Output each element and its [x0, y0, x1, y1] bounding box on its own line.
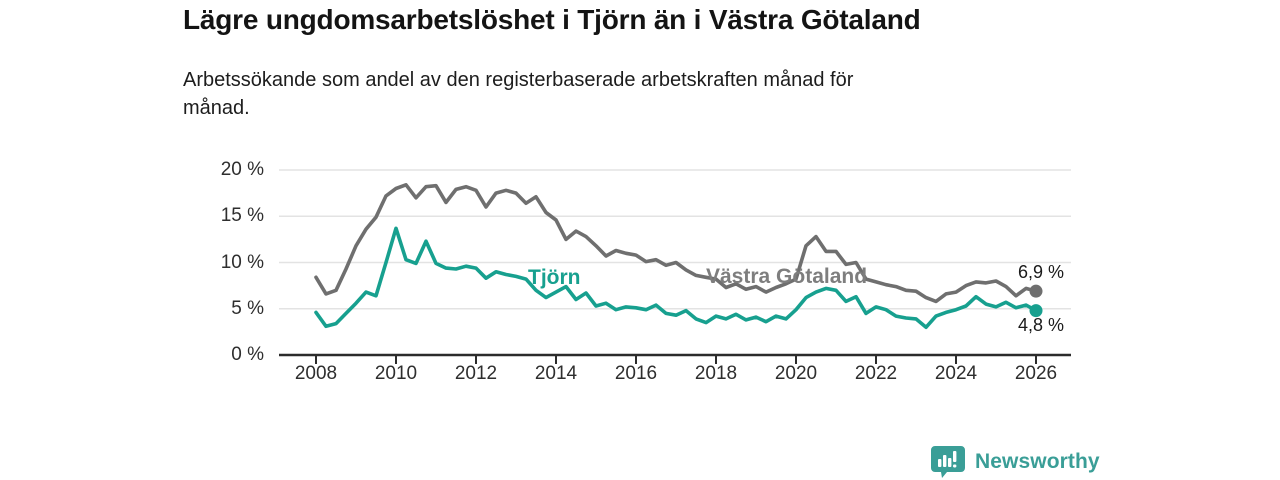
x-axis-tick-label: 2026: [1014, 363, 1058, 384]
x-axis-tick-label: 2024: [934, 363, 978, 384]
end-value-label-vastra-gotaland: 6,9 %: [1017, 262, 1064, 282]
x-axis-tick-label: 2016: [614, 363, 658, 384]
y-axis-tick-label: 15 %: [220, 205, 264, 226]
y-axis-tick-label: 10 %: [220, 252, 264, 273]
series-label-tjorn: Tjörn: [528, 266, 581, 289]
x-axis-tick-label: 2014: [534, 363, 578, 384]
brand-name: Newsworthy: [975, 450, 1100, 473]
chart-subtitle: Arbetssökande som andel av den registerb…: [183, 69, 854, 120]
end-value-label-tjorn: 4,8 %: [1017, 315, 1064, 335]
x-axis-tick-label: 2022: [854, 363, 898, 384]
y-axis-tick-label: 5 %: [231, 298, 264, 319]
y-axis-tick-label: 20 %: [220, 159, 264, 180]
x-axis-tick-label: 2012: [454, 363, 498, 384]
series-label-vastra-gotaland: Västra Götaland: [706, 265, 868, 288]
y-axis-tick-label: 0 %: [231, 344, 264, 365]
newsworthy-logo: Newsworthy: [930, 445, 1100, 479]
x-axis-tick-label: 2020: [774, 363, 818, 384]
x-axis-tick-label: 2008: [294, 363, 338, 384]
chart-title: Lägre ungdomsarbetslöshet i Tjörn än i V…: [183, 4, 921, 35]
bar-chart-speech-bubble-icon: [931, 446, 965, 478]
x-axis-tick-label: 2010: [374, 363, 418, 384]
x-axis-tick-label: 2018: [694, 363, 738, 384]
